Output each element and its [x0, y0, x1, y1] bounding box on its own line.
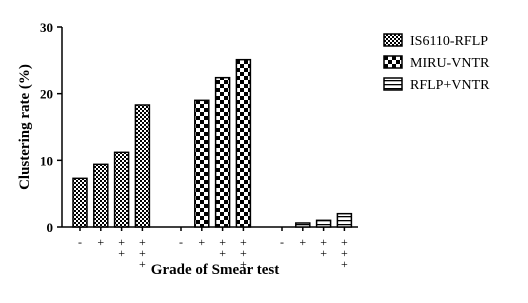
x-tick-label: + — [296, 235, 310, 246]
x-tick-label: - — [275, 235, 289, 246]
x-tick-label: +++ — [135, 235, 149, 268]
bar — [134, 104, 151, 228]
y-tick-label: 0 — [47, 220, 54, 235]
x-tick-label: + — [195, 235, 209, 246]
y-tick-label: 20 — [40, 87, 53, 102]
legend-label: IS6110-RFLP — [410, 34, 488, 49]
x-tick-label: +++ — [236, 235, 250, 268]
x-tick-label: - — [73, 235, 87, 246]
bar — [214, 76, 231, 228]
x-tick-label: +++ — [337, 235, 351, 268]
bar — [235, 58, 252, 228]
bar — [113, 151, 130, 228]
x-tick-label: ++ — [216, 235, 230, 257]
x-tick-label: ++ — [115, 235, 129, 257]
x-tick-label: ++ — [317, 235, 331, 257]
y-tick-label: 30 — [40, 20, 53, 35]
x-tick-label: - — [174, 235, 188, 246]
x-tick-label: + — [94, 235, 108, 246]
y-tick-label: 10 — [40, 153, 53, 168]
bar — [315, 219, 332, 228]
legend-swatch — [383, 55, 403, 69]
legend-swatch — [383, 77, 403, 91]
legend-label: RFLP+VNTR — [410, 78, 490, 93]
bar — [336, 212, 353, 228]
bar — [72, 177, 88, 228]
legend-label: MIRU-VNTR — [410, 56, 490, 71]
legend-swatch — [383, 33, 403, 47]
y-axis-label: Clustering rate (%) — [17, 64, 33, 190]
bar — [194, 99, 210, 228]
bar — [93, 163, 109, 228]
bar — [295, 222, 311, 228]
x-axis-label: Grade of Smear test — [151, 262, 279, 278]
